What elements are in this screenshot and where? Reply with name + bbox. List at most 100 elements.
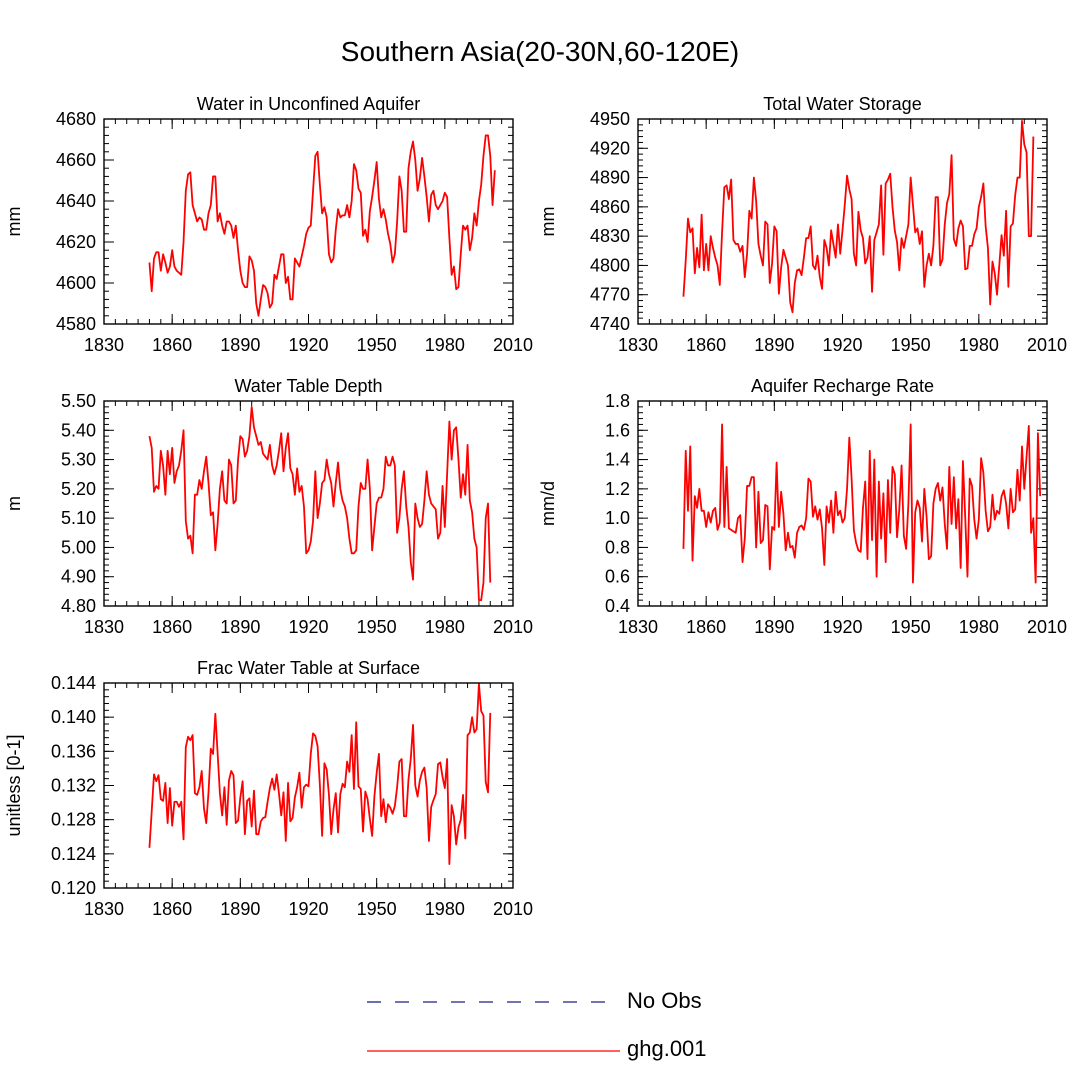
- y-tick-label: 1.8: [605, 391, 630, 411]
- x-tick-label: 1980: [425, 899, 465, 919]
- y-axis-label: mm: [538, 207, 558, 237]
- y-axis-label: mm: [4, 207, 24, 237]
- y-tick-label: 1.2: [605, 479, 630, 499]
- y-tick-label: 4640: [56, 191, 96, 211]
- x-tick-label: 1950: [891, 335, 931, 355]
- y-tick-label: 4.80: [61, 596, 96, 616]
- x-tick-label: 1950: [357, 617, 397, 637]
- x-tick-label: 1830: [618, 335, 658, 355]
- y-tick-label: 0.140: [51, 707, 96, 727]
- plot-frame: [637, 400, 1048, 607]
- y-tick-label: 5.10: [61, 508, 96, 528]
- y-tick-label: 4580: [56, 314, 96, 334]
- plot-frame: [103, 400, 514, 607]
- y-tick-label: 4800: [590, 255, 630, 275]
- x-tick-label: 1950: [357, 335, 397, 355]
- figure-title: Southern Asia(20-30N,60-120E): [340, 36, 740, 67]
- y-tick-label: 0.4: [605, 596, 630, 616]
- x-tick-label: 1920: [822, 617, 862, 637]
- x-tick-label: 1830: [84, 617, 124, 637]
- y-tick-label: 0.144: [51, 673, 96, 693]
- y-tick-label: 4.90: [61, 567, 96, 587]
- plot-frame: [637, 118, 1048, 325]
- y-tick-label: 1.4: [605, 450, 630, 470]
- x-tick-label: 1890: [220, 617, 260, 637]
- panel-title: Water Table Depth: [234, 376, 382, 396]
- y-tick-label: 4620: [56, 232, 96, 252]
- x-tick-label: 2010: [1027, 335, 1067, 355]
- series-line-ghg001: [148, 682, 492, 865]
- y-tick-label: 0.136: [51, 741, 96, 761]
- legend-swatch-dashed: [367, 1001, 610, 1003]
- y-tick-label: 5.30: [61, 450, 96, 470]
- y-tick-label: 4830: [590, 226, 630, 246]
- x-tick-label: 1920: [288, 899, 328, 919]
- y-tick-label: 5.40: [61, 420, 96, 440]
- legend-label-no-obs: No Obs: [627, 988, 702, 1013]
- x-tick-label: 1950: [357, 899, 397, 919]
- x-tick-label: 1890: [220, 335, 260, 355]
- series-line-ghg001: [682, 120, 1035, 314]
- panel-title: Frac Water Table at Surface: [197, 658, 420, 678]
- y-tick-label: 4740: [590, 314, 630, 334]
- y-tick-label: 4950: [590, 109, 630, 129]
- x-tick-label: 2010: [493, 335, 533, 355]
- y-axis-label: unitless [0-1]: [4, 734, 24, 836]
- y-tick-label: 4770: [590, 285, 630, 305]
- y-tick-label: 4890: [590, 168, 630, 188]
- x-tick-label: 1890: [754, 335, 794, 355]
- y-tick-label: 1.6: [605, 420, 630, 440]
- series-line-ghg001: [682, 423, 1042, 584]
- y-tick-label: 0.120: [51, 878, 96, 898]
- y-tick-label: 4920: [590, 138, 630, 158]
- x-tick-label: 1980: [425, 617, 465, 637]
- y-tick-label: 0.124: [51, 844, 96, 864]
- series-line-ghg001: [148, 134, 496, 317]
- y-tick-label: 4600: [56, 273, 96, 293]
- y-tick-label: 1.0: [605, 508, 630, 528]
- x-tick-label: 1890: [220, 899, 260, 919]
- panel-1: Water in Unconfined Aquifer mm 1830 1860 189…: [4, 94, 533, 355]
- x-tick-label: 1920: [288, 335, 328, 355]
- y-tick-label: 4860: [590, 197, 630, 217]
- panel-title: Aquifer Recharge Rate: [751, 376, 934, 396]
- y-tick-label: 0.8: [605, 537, 630, 557]
- y-axis-label: mm/d: [538, 481, 558, 526]
- legend-label-ghg001: ghg.001: [627, 1036, 707, 1061]
- x-tick-label: 1920: [288, 617, 328, 637]
- panel-3: Water Table Depth m 1830 1860 1890 1920 1950 19…: [4, 376, 533, 637]
- panel-title: Water in Unconfined Aquifer: [197, 94, 420, 114]
- y-axis-label: m: [4, 496, 24, 511]
- x-tick-label: 1860: [686, 617, 726, 637]
- y-tick-label: 0.128: [51, 810, 96, 830]
- x-tick-label: 2010: [493, 617, 533, 637]
- panel-2: Total Water Storage mm 1830 1860 1890 1920 195…: [538, 94, 1067, 355]
- x-tick-label: 1830: [84, 899, 124, 919]
- y-tick-label: 0.132: [51, 776, 96, 796]
- x-tick-label: 1860: [152, 335, 192, 355]
- y-tick-label: 4660: [56, 150, 96, 170]
- x-tick-label: 1860: [152, 617, 192, 637]
- x-tick-label: 1980: [959, 335, 999, 355]
- x-tick-label: 1860: [686, 335, 726, 355]
- x-tick-label: 2010: [1027, 617, 1067, 637]
- plot-frame: [103, 682, 514, 889]
- x-tick-label: 1860: [152, 899, 192, 919]
- panel-4: Aquifer Recharge Rate mm/d 1830 1860 1890 192…: [538, 376, 1067, 637]
- panel-5: Frac Water Table at Surface unitless [0-1…: [4, 658, 533, 919]
- x-tick-label: 1890: [754, 617, 794, 637]
- x-tick-label: 1950: [891, 617, 931, 637]
- x-tick-label: 1980: [425, 335, 465, 355]
- y-tick-label: 0.6: [605, 567, 630, 587]
- plot-frame: [103, 118, 514, 325]
- legend-swatch-solid: [367, 1050, 620, 1052]
- x-tick-label: 1980: [959, 617, 999, 637]
- panel-title: Total Water Storage: [763, 94, 921, 114]
- y-tick-label: 5.50: [61, 391, 96, 411]
- x-tick-label: 2010: [493, 899, 533, 919]
- y-tick-label: 4680: [56, 109, 96, 129]
- y-tick-label: 5.20: [61, 479, 96, 499]
- x-tick-label: 1920: [822, 335, 862, 355]
- x-tick-label: 1830: [84, 335, 124, 355]
